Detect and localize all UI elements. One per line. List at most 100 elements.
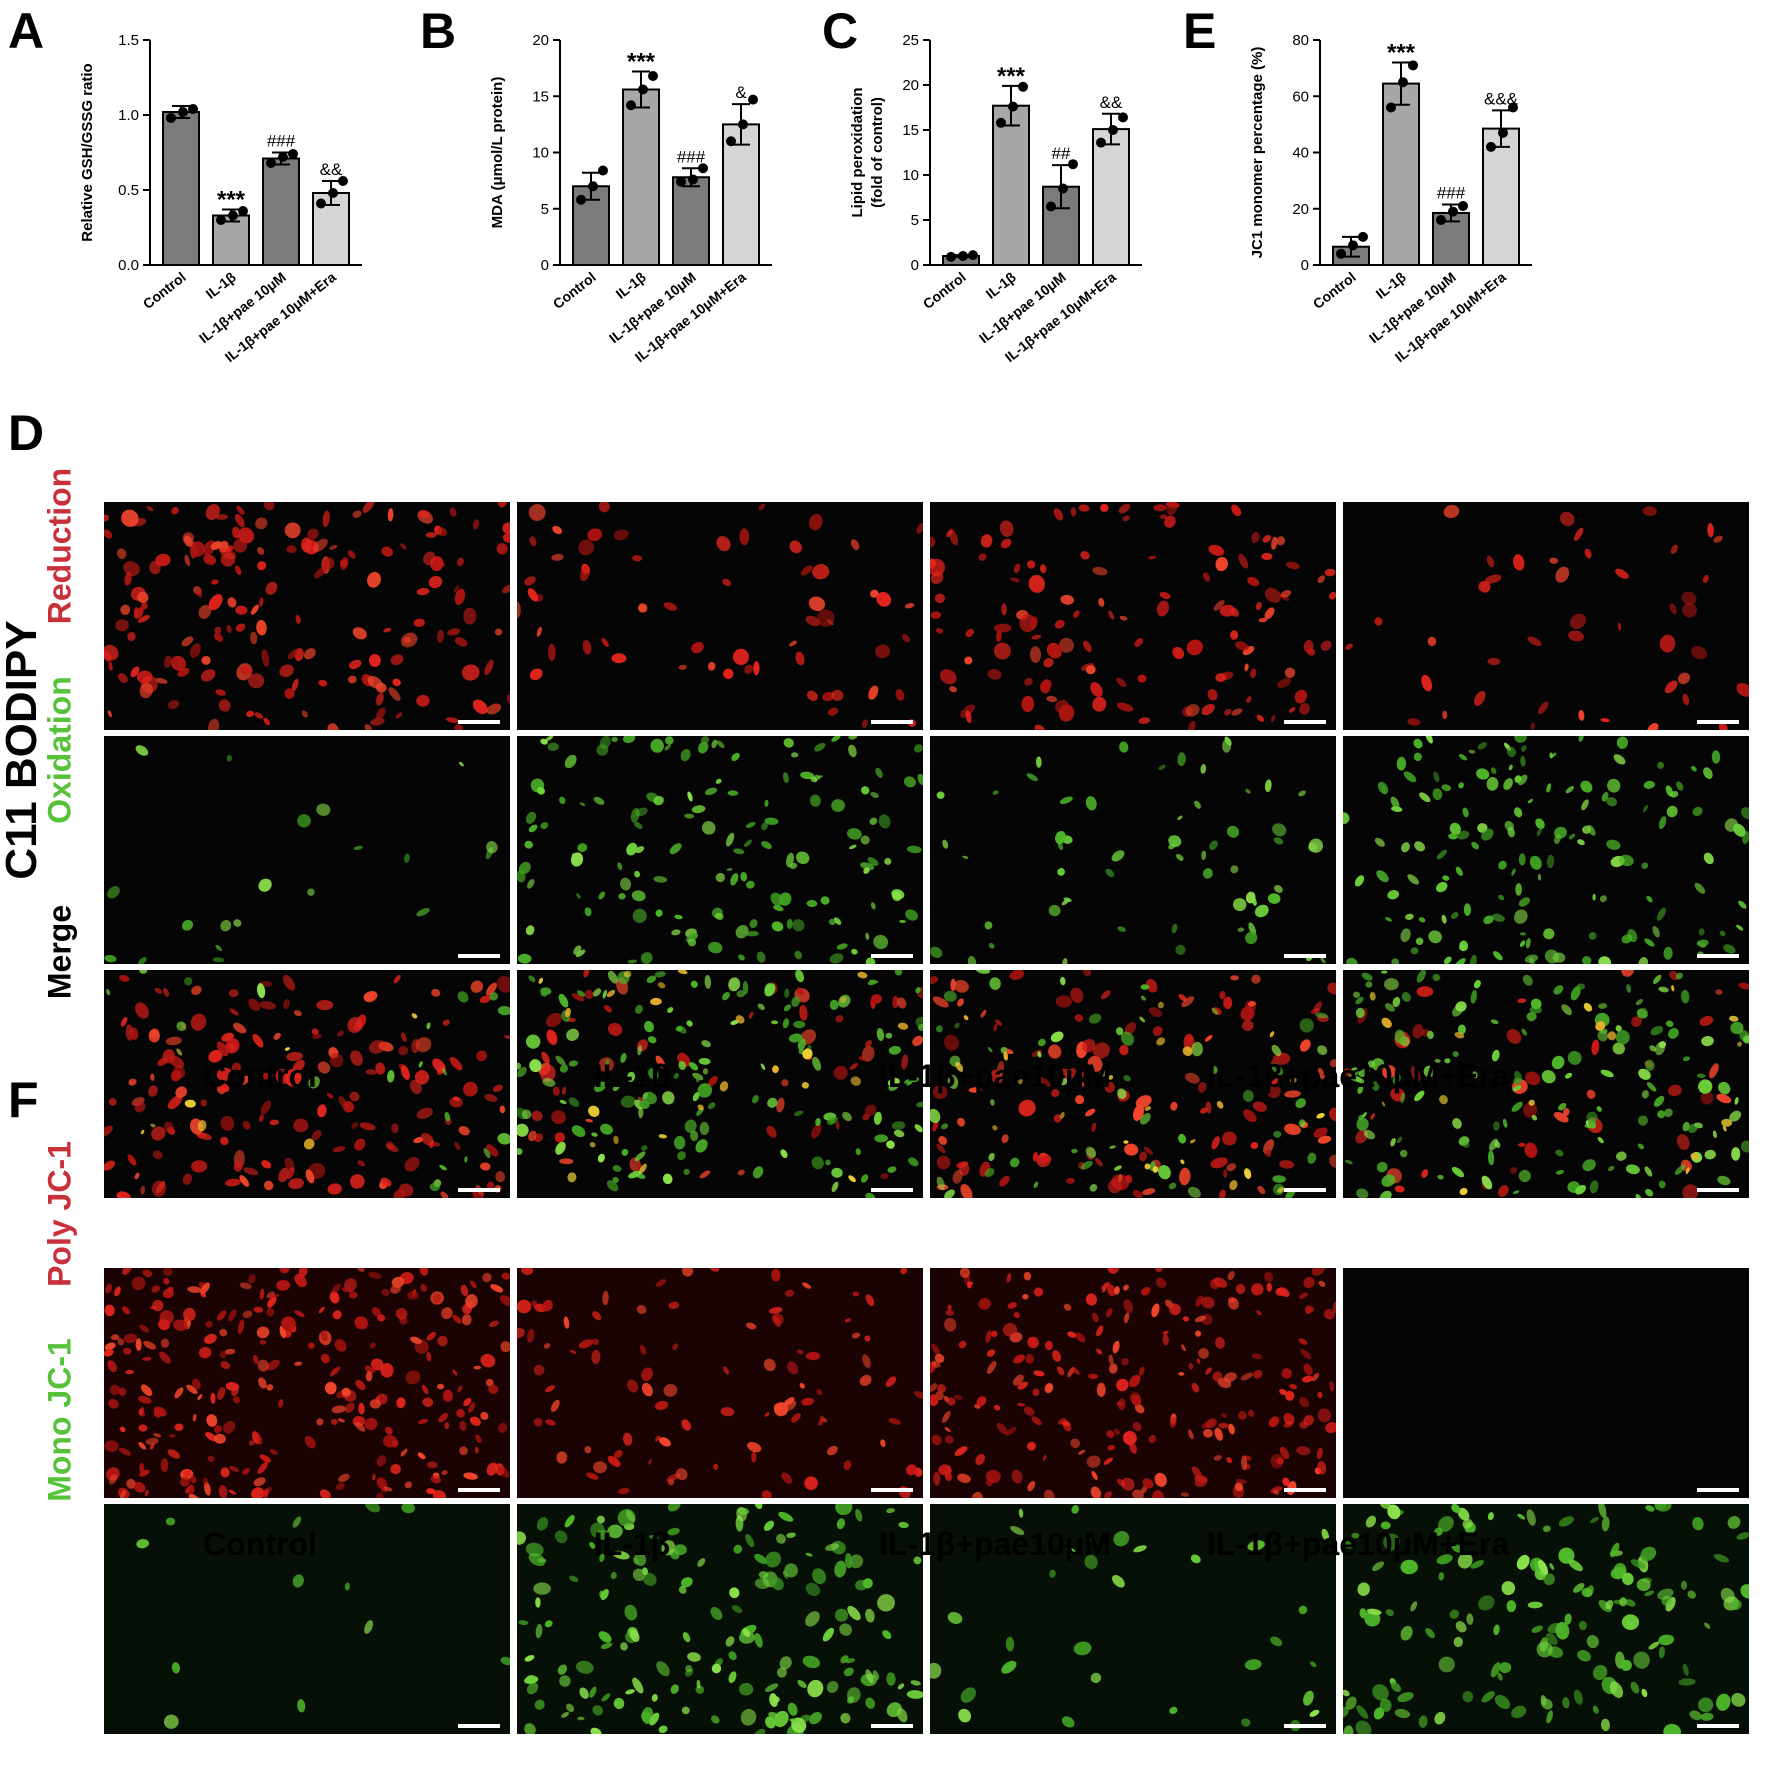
data-point: [1118, 112, 1128, 123]
y-tick-label: 10: [532, 145, 549, 162]
jc1-row-label-poly: Poly JC-1: [41, 1141, 78, 1287]
bodipy-merge-il-1b-pae10um-image: [930, 970, 1336, 1198]
data-point: [188, 104, 198, 114]
data-point: [1448, 206, 1458, 217]
significance-mark: ***: [1387, 40, 1416, 67]
y-tick-label: 0: [1301, 257, 1309, 274]
data-point: [1408, 60, 1418, 71]
bodipy-reduction-control-image: [104, 502, 510, 730]
data-point: [738, 119, 748, 130]
x-tick-label-il-1b: IL-1β: [613, 268, 650, 301]
x-tick-label-il-1b: IL-1β: [983, 268, 1020, 301]
bodipy-merge-il-1b-pae10um: [930, 970, 1336, 1198]
scale-bar: [1697, 954, 1739, 958]
bodipy-merge-control-image: [104, 970, 510, 1198]
significance-mark: ##: [1052, 144, 1071, 163]
jc1-mono-control-image: [104, 1504, 510, 1734]
y-tick-label: 10: [902, 167, 919, 184]
scale-bar: [1284, 1724, 1326, 1728]
x-tick-label-il-1b: IL-1β: [1373, 268, 1410, 301]
bodipy-oxidation-control-image: [104, 736, 510, 964]
scale-bar: [1697, 1188, 1739, 1192]
significance-mark: ###: [1437, 184, 1466, 203]
panel-letter-f: F: [8, 1072, 39, 1128]
y-tick-label: 20: [532, 32, 549, 49]
significance-mark: ***: [627, 49, 656, 76]
jc1-mono-il-1b-pae10um-era: [1343, 1504, 1749, 1734]
y-tick-label: 15: [902, 122, 919, 139]
bodipy-oxidation-il-1b-pae10um-era-image: [1343, 736, 1749, 964]
significance-mark: ###: [267, 132, 296, 151]
bodipy-col-label-control: Control: [203, 1058, 317, 1094]
bar-il-1b: [622, 88, 660, 266]
x-tick-label-il-1b-pae-10um: IL-1β+pae 10μM: [606, 269, 699, 347]
bodipy-merge-il-1b-image: [517, 970, 923, 1198]
jc1-col-label-pae-era: IL-1β+pae10μM+Era: [1206, 1526, 1510, 1562]
data-point: [328, 188, 338, 198]
chart-lipid-peroxidation: Lipid peroxidation (fold of control) 0 5 10 1…: [849, 32, 1142, 365]
y-tick-label: 60: [1292, 88, 1309, 105]
y-axis-label: MDA (μmol/L protein): [489, 77, 506, 229]
data-point: [228, 210, 238, 221]
data-point: [748, 94, 758, 105]
scale-bar: [458, 1724, 500, 1728]
jc1-poly-il-1b-pae10um-era: [1343, 1268, 1749, 1498]
scale-bar: [1697, 720, 1739, 724]
x-tick-label-il-1b: IL-1β: [203, 268, 240, 301]
y-tick-label: 1.5: [118, 32, 139, 49]
data-point: [1436, 215, 1446, 225]
x-tick-label-il-1b-pae-10um: IL-1β+pae 10μM: [976, 269, 1069, 347]
data-point: [1358, 231, 1368, 242]
scale-bar: [871, 1724, 913, 1728]
scale-bar: [1284, 1188, 1326, 1192]
scale-bar: [1697, 1724, 1739, 1728]
data-point: [1008, 101, 1018, 112]
x-tick-label-control: Control: [920, 269, 969, 312]
chart-mda: MDA (μmol/L protein) 0 5 10 15 20 Control *** IL…: [489, 32, 772, 365]
bodipy-row-label-merge: Merge: [41, 904, 78, 1000]
x-tick-label-control: Control: [140, 269, 189, 312]
y-tick-label: 40: [1292, 145, 1309, 162]
data-point: [996, 117, 1006, 128]
data-point: [676, 176, 686, 187]
scale-bar: [1284, 954, 1326, 958]
x-tick-label-il-1b-pae-10um: IL-1β+pae 10μM: [1366, 269, 1459, 347]
jc1-row-label-mono: Mono JC-1: [41, 1338, 78, 1502]
bodipy-row-label-oxidation: Oxidation: [41, 676, 78, 824]
data-point: [626, 100, 636, 111]
scale-bar: [1697, 1488, 1739, 1492]
panel-letter-c: C: [822, 3, 859, 59]
y-tick-label: 20: [1292, 201, 1309, 218]
data-point: [238, 206, 248, 216]
scale-bar: [871, 720, 913, 724]
data-point: [1046, 201, 1056, 212]
panel-letter-e: E: [1183, 3, 1217, 59]
panel-letter-d: D: [8, 405, 45, 461]
bodipy-row-label-reduction: Reduction: [41, 467, 78, 625]
y-axis-label: JC1 monomer percentage (%): [1249, 47, 1266, 259]
jc1-mono-il-1b-pae10um-image: [930, 1504, 1336, 1734]
data-point: [576, 194, 586, 205]
bodipy-merge-il-1b: [517, 970, 923, 1198]
data-point: [338, 176, 348, 186]
bodipy-oxidation-il-1b: [517, 736, 923, 964]
bodipy-merge-il-1b-pae10um-era-image: [1343, 970, 1749, 1198]
bodipy-merge-il-1b-pae10um-era: [1343, 970, 1749, 1198]
bodipy-title: C11 BODIPY: [0, 620, 46, 880]
data-point: [1336, 248, 1346, 259]
jc1-poly-il-1b-pae10um-image: [930, 1268, 1336, 1498]
jc1-poly-control-image: [104, 1268, 510, 1498]
y-tick-label: 80: [1292, 32, 1309, 49]
jc1-col-label-il1b: IL-1β: [593, 1526, 671, 1562]
data-point: [598, 165, 608, 176]
significance-mark: &&: [1100, 93, 1123, 112]
bar-control: [162, 111, 200, 266]
data-point: [648, 71, 658, 81]
y-axis-label: (fold of control): [869, 97, 886, 208]
bodipy-oxidation-il-1b-pae10um-era: [1343, 736, 1749, 964]
bar-il-1b-pae-10um: [262, 157, 300, 266]
bodipy-col-label-pae-era: IL-1β+pae10μM+Era: [1206, 1058, 1510, 1094]
chart-jc1-monomer: JC1 monomer percentage (%) 0 20 40 60 80 Contr…: [1249, 32, 1532, 365]
significance-mark: ***: [217, 187, 246, 214]
data-point: [288, 149, 298, 159]
